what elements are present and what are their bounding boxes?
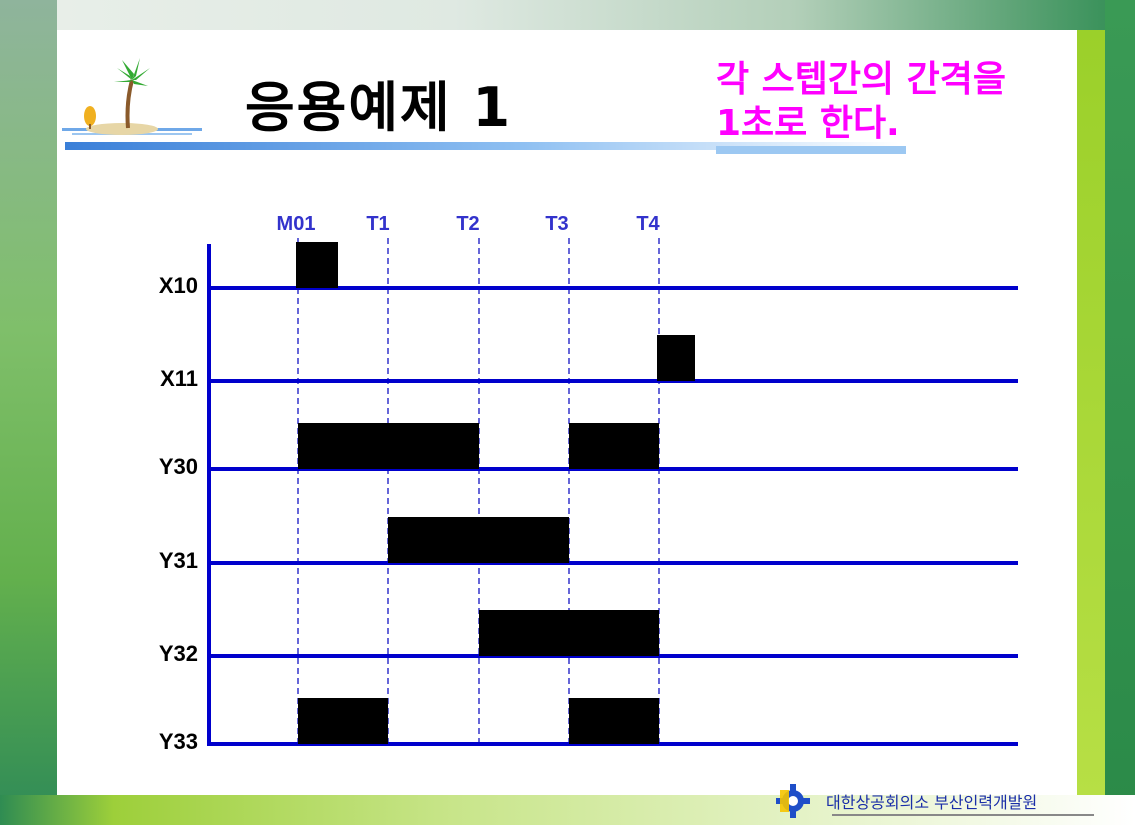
marker-label-t4: T4 [636, 213, 660, 235]
timing-note: 각 스텝간의 간격을 1초로 한다. [716, 58, 1076, 154]
gear-logo-icon [776, 784, 810, 818]
footer-org-name: 대한상공회의소 부산인력개발원 [826, 793, 1038, 812]
title-underline-bar [65, 142, 899, 150]
frame-right-band [1105, 0, 1135, 825]
pulse-y33-1 [298, 698, 388, 744]
pulse-y30-2 [569, 423, 659, 469]
marker-label-t2: T2 [456, 213, 479, 235]
frame-right-accent [1077, 30, 1105, 795]
signal-label-y30: Y30 [159, 454, 198, 479]
frame-bottom-band [0, 795, 1135, 825]
footer-divider [832, 814, 1094, 816]
timing-note-line2: 1초로 한다. [716, 102, 906, 154]
slide-content [57, 30, 1077, 795]
palm-island-icon [62, 58, 202, 135]
timing-note-line1: 각 스텝간의 간격을 [716, 59, 1007, 100]
frame-left-band [0, 0, 57, 825]
slide-title: 응용예제 1 [245, 76, 513, 139]
signal-label-x10: X10 [159, 273, 198, 298]
pulse-y30-1 [298, 423, 479, 469]
footer-branding: 대한상공회의소 부산인력개발원 [774, 784, 1094, 820]
signal-label-y32: Y32 [159, 641, 198, 666]
frame-top-band [0, 0, 1135, 30]
signal-label-x11: X11 [160, 366, 198, 391]
signal-label-y33: Y33 [159, 729, 198, 754]
pulse-x11-1 [657, 335, 695, 381]
pulse-y31-1 [388, 517, 569, 563]
pulse-y33-2 [569, 698, 659, 744]
signal-label-y31: Y31 [159, 548, 198, 573]
marker-label-t3: T3 [545, 213, 568, 235]
pulse-x10-1 [296, 242, 338, 288]
marker-label-m01: M01 [277, 213, 316, 235]
pulse-y32-1 [479, 610, 659, 656]
marker-label-t1: T1 [366, 213, 389, 235]
